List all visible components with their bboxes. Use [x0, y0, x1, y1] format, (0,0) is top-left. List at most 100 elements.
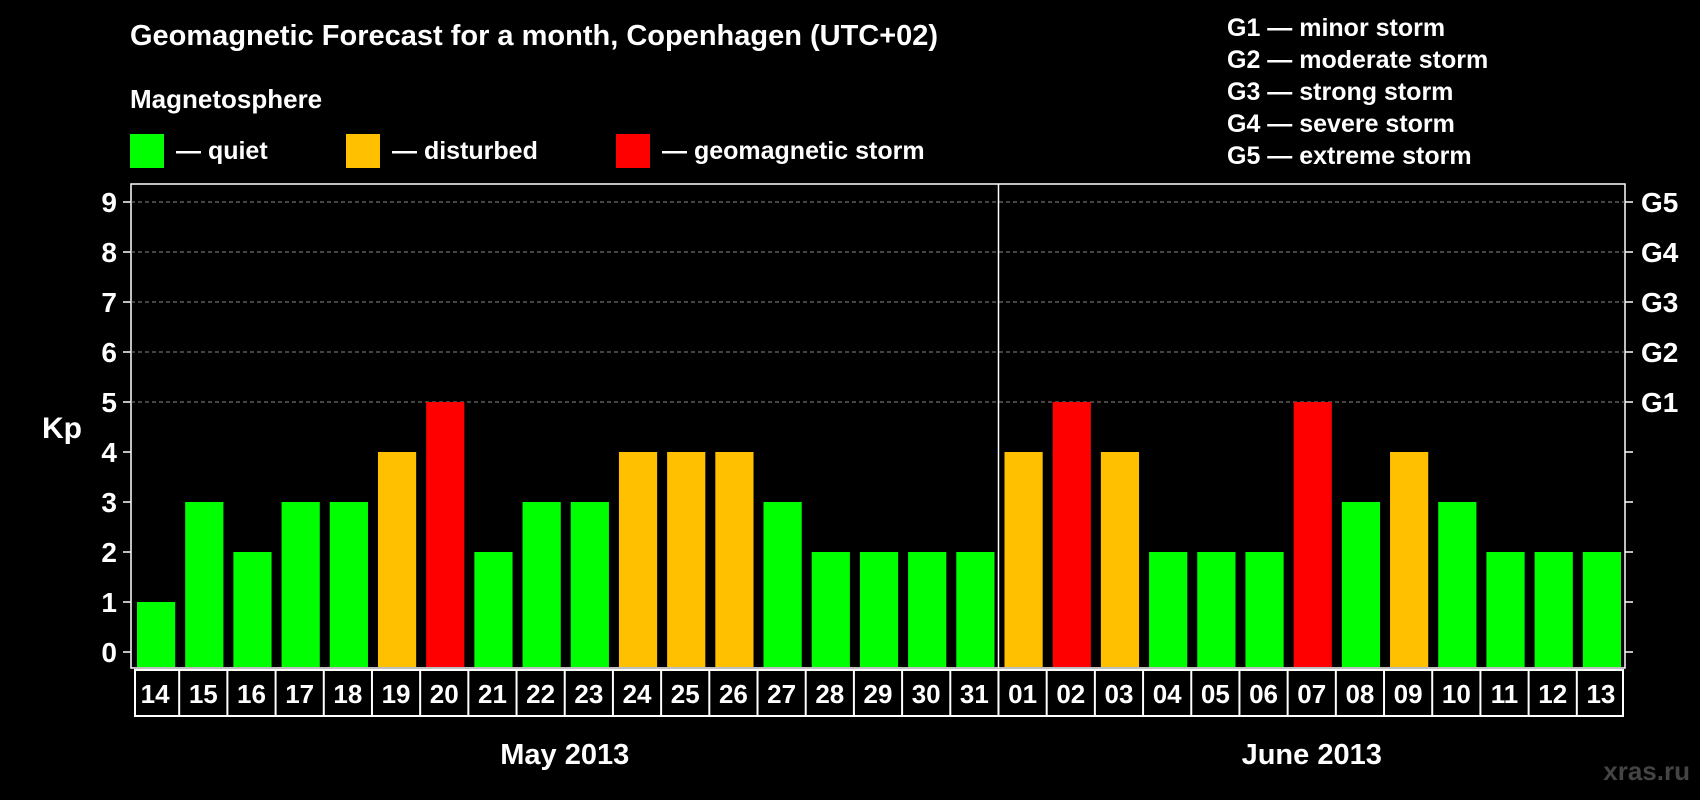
storm-scale-g4: G4 — severe storm: [1227, 110, 1455, 138]
bar-11: [1486, 552, 1525, 667]
x-tick-label: 03: [1105, 679, 1134, 709]
y-tick-label: 0: [101, 637, 117, 668]
x-tick-label: 04: [1153, 679, 1182, 709]
bar-22: [522, 502, 561, 667]
bar-16: [233, 552, 272, 667]
bar-03: [1100, 452, 1140, 667]
y-tick-label: 4: [101, 437, 117, 468]
x-tick-label: 06: [1249, 679, 1278, 709]
bar-28: [811, 552, 850, 667]
x-tick-label: 22: [526, 679, 555, 709]
y-tick-label: 7: [101, 287, 117, 318]
legend-label-disturbed: — disturbed: [392, 136, 538, 165]
x-tick-label: 08: [1345, 679, 1374, 709]
storm-scale-g2: G2 — moderate storm: [1227, 46, 1489, 74]
bar-13: [1582, 552, 1621, 667]
legend-quiet: — quiet: [130, 134, 268, 168]
x-tick-label: 24: [623, 679, 652, 709]
legend-label-quiet: — quiet: [176, 136, 268, 165]
bar-25: [667, 452, 706, 667]
storm-scale-g1: G1 — minor storm: [1227, 14, 1446, 42]
bar-20: [426, 402, 465, 667]
x-tick-label: 14: [141, 679, 170, 709]
x-tick-label: 09: [1394, 679, 1423, 709]
bar-14: [137, 602, 176, 667]
x-tick-label: 11: [1491, 679, 1519, 709]
y-tick-label: 1: [101, 587, 117, 618]
bar-07: [1293, 402, 1332, 667]
x-tick-label: 26: [719, 679, 748, 709]
bar-15: [185, 502, 224, 667]
bar-10: [1438, 502, 1477, 667]
y-tick-label: 2: [101, 537, 117, 568]
g-scale-label: G5: [1641, 187, 1678, 218]
g-scale-label: G4: [1641, 237, 1679, 268]
bar-31: [956, 552, 995, 667]
x-tick-label: 07: [1297, 679, 1326, 709]
x-tick-label: 05: [1201, 679, 1230, 709]
x-tick-label: 27: [767, 679, 796, 709]
day-label-row: [134, 669, 1624, 717]
g-scale-label: G3: [1641, 287, 1678, 318]
y-tick-label: 5: [101, 387, 117, 418]
month-label-1: June 2013: [1242, 739, 1382, 771]
x-tick-label: 30: [912, 679, 941, 709]
y-tick-label: 3: [101, 487, 117, 518]
legend-label-storm: — geomagnetic storm: [662, 136, 925, 165]
x-tick-label: 18: [333, 679, 362, 709]
storm-scale-legend: G1 — minor storm G2 — moderate storm G3 …: [1227, 12, 1488, 172]
bar-29: [859, 552, 899, 667]
bar-01: [1004, 452, 1043, 667]
y-tick-label: 9: [101, 187, 117, 218]
bar-26: [715, 452, 754, 667]
bar-09: [1390, 452, 1429, 667]
month-label-0: May 2013: [500, 739, 629, 771]
watermark: xras.ru: [1603, 756, 1690, 786]
bar-04: [1149, 552, 1188, 667]
x-tick-label: 17: [285, 679, 314, 709]
x-tick-label: 29: [864, 679, 893, 709]
chart-title: Geomagnetic Forecast for a month, Copenh…: [130, 20, 939, 52]
legend-disturbed: — disturbed: [346, 134, 538, 168]
x-tick-label: 28: [815, 679, 844, 709]
plot-frame: [130, 183, 1626, 669]
x-tick-label: 12: [1538, 679, 1567, 709]
bar-27: [763, 502, 802, 667]
y-axis-label: Kp: [42, 412, 82, 445]
bar-19: [377, 452, 417, 667]
y-tick-label: 6: [101, 337, 117, 368]
x-tick-label: 10: [1442, 679, 1471, 709]
legend-swatch-quiet: [130, 134, 164, 168]
x-tick-label: 23: [574, 679, 603, 709]
x-tick-label: 19: [382, 679, 411, 709]
bar-30: [908, 552, 947, 667]
x-tick-label: 25: [671, 679, 700, 709]
bar-05: [1197, 552, 1236, 667]
storm-scale-g3: G3 — strong storm: [1227, 78, 1454, 106]
x-tick-label: 01: [1008, 679, 1037, 709]
g-scale-label: G2: [1641, 337, 1678, 368]
x-tick-label: 20: [430, 679, 459, 709]
storm-scale-g5: G5 — extreme storm: [1227, 142, 1472, 170]
bar-17: [281, 502, 320, 667]
bar-24: [618, 452, 658, 667]
bar-21: [474, 552, 513, 667]
x-tick-label: 31: [960, 679, 989, 709]
bar-23: [570, 502, 609, 667]
bar-18: [329, 502, 368, 667]
x-tick-label: 15: [189, 679, 218, 709]
legend-swatch-disturbed: [346, 134, 380, 168]
bar-06: [1245, 552, 1284, 667]
bar-12: [1534, 552, 1573, 667]
x-tick-label: 16: [237, 679, 266, 709]
magnetosphere-title: Magnetosphere: [130, 84, 323, 114]
bar-02: [1052, 402, 1091, 667]
legend-swatch-storm: [616, 134, 650, 168]
x-tick-label: 21: [478, 679, 507, 709]
g-scale-label: G1: [1641, 387, 1678, 418]
x-tick-label: 13: [1586, 679, 1615, 709]
legend-storm: — geomagnetic storm: [616, 134, 925, 168]
bar-08: [1341, 502, 1381, 667]
x-tick-label: 02: [1056, 679, 1085, 709]
